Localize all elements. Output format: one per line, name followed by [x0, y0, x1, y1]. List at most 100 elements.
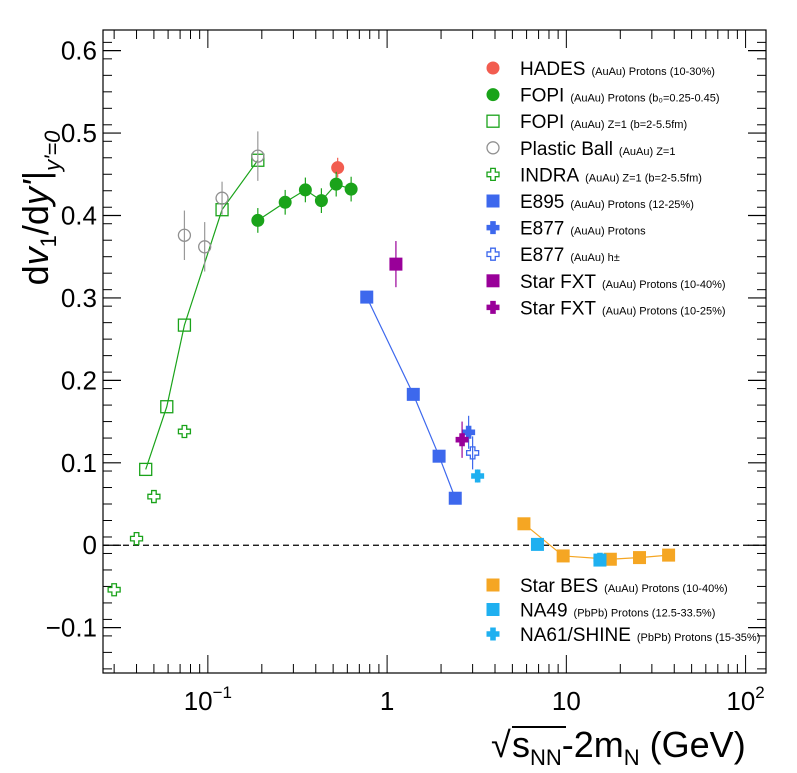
data-point — [177, 318, 192, 332]
legend: HADES (AuAu) Protons (10-30%) FOPI (AuAu) P… — [486, 59, 760, 646]
data-point — [360, 290, 374, 304]
y-tick-label: −0.1 — [46, 613, 97, 643]
series-indra — [107, 424, 192, 597]
data-point — [215, 191, 229, 205]
legend-marker — [486, 194, 500, 208]
series-na61-shine — [471, 469, 607, 566]
legend-label: E877 (AuAu) Protons — [520, 219, 646, 240]
legend-entry: Star FXT (AuAu) Protons (10-25%) — [486, 298, 726, 319]
series-fopi — [139, 153, 265, 477]
data-point — [471, 469, 485, 483]
data-point — [147, 489, 161, 504]
legend-entry: NA61/SHINE (PbPb) Protons (15-35%) — [486, 625, 760, 646]
legend-label: FOPI (AuAu) Protons (b₀=0.25-0.45) — [520, 86, 720, 107]
legend-label: NA61/SHINE (PbPb) Protons (15-35%) — [520, 625, 760, 646]
series-star-fxt — [389, 241, 403, 288]
y-tick-label: 0.3 — [61, 283, 97, 313]
series-plastic-ball — [177, 131, 265, 272]
series-star-fxt — [455, 421, 469, 458]
data-point — [329, 177, 343, 191]
legend-label: INDRA (AuAu) Z=1 (b=2-5.5fm) — [520, 165, 702, 186]
legend-entry: FOPI (AuAu) Protons (b₀=0.25-0.45) — [486, 86, 720, 107]
legend-label: Star FXT (AuAu) Protons (10-25%) — [520, 298, 726, 319]
data-point — [251, 149, 265, 163]
data-point — [177, 424, 192, 439]
legend-marker — [486, 603, 500, 616]
y-tick-label: 0.1 — [61, 448, 97, 478]
svg-text:√: √ — [491, 724, 511, 765]
y-tick-label: 0 — [83, 530, 97, 560]
data-point — [530, 537, 544, 551]
data-point — [633, 551, 647, 565]
data-point — [662, 548, 676, 562]
legend-marker — [486, 578, 500, 592]
series-line — [145, 159, 259, 470]
data-point — [448, 491, 462, 505]
legend-entry: Star FXT (AuAu) Protons (10-40%) — [486, 272, 726, 293]
data-point — [455, 433, 469, 447]
data-point — [331, 161, 345, 175]
data-point — [251, 213, 265, 227]
svg-text:sNN-2mN (GeV): sNN-2mN (GeV) — [512, 724, 746, 770]
legend-label: Star BES (AuAu) Protons (10-40%) — [520, 576, 728, 597]
data-point — [107, 583, 121, 597]
y-axis-title: dv1/dy'|y'=0 — [15, 130, 65, 286]
legend-entry: Plastic Ball (AuAu) Z=1 — [486, 139, 675, 160]
y-tick-label: 0.4 — [61, 200, 97, 230]
legend-marker — [486, 274, 500, 288]
legend-label: Star FXT (AuAu) Protons (10-40%) — [520, 272, 726, 293]
data-point — [129, 531, 144, 546]
y-tick-label: 0.5 — [61, 118, 97, 148]
x-tick-label: 10−1 — [184, 683, 232, 716]
series-star-bes — [517, 517, 676, 566]
legend-marker — [486, 61, 500, 75]
axes: −0.1 0 0.1 0.2 0.3 0.4 0.5 0.6 10−1 1 10 102 — [46, 30, 766, 716]
series-fopi — [251, 171, 358, 233]
legend-entry: E895 (AuAu) Protons (12-25%) — [486, 192, 694, 213]
data-point — [406, 387, 420, 401]
data-point — [198, 240, 212, 254]
x-axis-title: √ sNN-2mN (GeV) — [491, 724, 746, 770]
series-hades — [331, 157, 345, 178]
legend-label: Plastic Ball (AuAu) Z=1 — [520, 139, 675, 160]
data-point — [314, 194, 328, 208]
legend-entry: E877 (AuAu) h± — [486, 245, 620, 266]
data-point — [517, 517, 531, 531]
data-point — [432, 449, 446, 463]
legend-entry: NA49 (PbPb) Protons (12.5-33.5%) — [486, 601, 715, 622]
legend-label: HADES (AuAu) Protons (10-30%) — [520, 59, 715, 80]
data-point — [556, 549, 570, 563]
legend-marker — [486, 221, 500, 235]
data-point — [593, 552, 607, 566]
data-point — [389, 257, 403, 271]
legend-label: E877 (AuAu) h± — [520, 245, 620, 266]
legend-entry: INDRA (AuAu) Z=1 (b=2-5.5fm) — [486, 165, 702, 186]
x-tick-label: 102 — [726, 683, 764, 716]
data-point — [177, 228, 192, 242]
legend-marker — [486, 141, 500, 155]
legend-entry: HADES (AuAu) Protons (10-30%) — [486, 59, 715, 80]
series-e877 — [465, 436, 480, 470]
legend-marker — [486, 627, 500, 641]
data-point — [465, 446, 480, 460]
data-point — [298, 183, 312, 197]
legend-marker — [486, 114, 500, 128]
data-point — [278, 195, 292, 209]
legend-label: FOPI (AuAu) Z=1 (b=2-5.5fm) — [520, 112, 687, 133]
plot-frame — [102, 29, 767, 674]
x-tick-label: 10 — [552, 686, 581, 716]
legend-entry: Star BES (AuAu) Protons (10-40%) — [486, 576, 728, 597]
legend-marker — [486, 88, 500, 102]
series-e895 — [360, 290, 462, 505]
y-tick-label: 0.2 — [61, 365, 97, 395]
legend-label: E895 (AuAu) Protons (12-25%) — [520, 192, 694, 213]
legend-entry: E877 (AuAu) Protons — [486, 219, 646, 240]
data-point — [160, 400, 174, 414]
legend-entry: FOPI (AuAu) Z=1 (b=2-5.5fm) — [486, 112, 687, 133]
series-layer — [107, 131, 676, 597]
y-tick-label: 0.6 — [61, 36, 97, 66]
data-point — [344, 182, 358, 196]
legend-label: NA49 (PbPb) Protons (12.5-33.5%) — [520, 601, 715, 622]
legend-marker — [486, 300, 500, 314]
